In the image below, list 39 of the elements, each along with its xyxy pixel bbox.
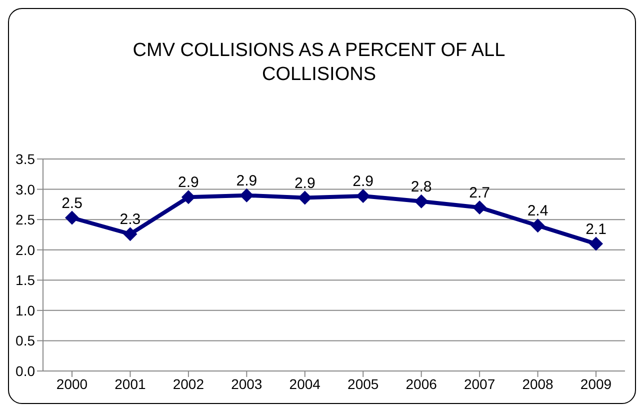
- data-label: 2.9: [178, 174, 199, 192]
- data-label: 2.9: [294, 174, 316, 192]
- point: [589, 236, 603, 251]
- data-label: 2.4: [527, 202, 548, 220]
- y-tick-label: 1.0: [16, 302, 36, 318]
- data-label: 2.3: [120, 211, 141, 228]
- data-label: 2.1: [586, 220, 606, 238]
- x-tick-label: 2007: [464, 376, 496, 392]
- data-label: 2.8: [410, 178, 432, 196]
- point: [298, 190, 312, 205]
- data-label: 2.9: [236, 172, 258, 190]
- point: [181, 190, 196, 204]
- point: [356, 188, 370, 203]
- x-tick-label: 2008: [522, 376, 554, 392]
- y-tick-label: 0.0: [16, 362, 36, 379]
- y-tick-label: 1.5: [16, 272, 36, 288]
- x-tick-label: 2009: [580, 376, 612, 392]
- x-tick-label: 2004: [289, 376, 321, 392]
- data-label: 2.7: [469, 184, 490, 202]
- chart-title: CMV COLLISIONS AS A PERCENT OF ALL COLLISIONS: [132, 39, 506, 87]
- x-tick-label: 2001: [114, 376, 146, 392]
- data-label: 2.9: [352, 172, 374, 190]
- y-tick-label: 2.5: [16, 212, 36, 228]
- x-tick-label: 2002: [172, 376, 204, 392]
- point: [472, 200, 487, 214]
- x-tick-label: 2005: [348, 376, 379, 392]
- point: [123, 227, 138, 242]
- point: [240, 188, 254, 202]
- y-tick-label: 3.5: [16, 150, 36, 167]
- x-tick-label: 2000: [56, 376, 88, 392]
- x-tick-label: 2003: [231, 376, 262, 392]
- point: [65, 210, 79, 225]
- x-tick-label: 2006: [406, 376, 438, 392]
- point: [414, 194, 428, 208]
- data-label: 2.5: [62, 194, 82, 212]
- point: [530, 218, 545, 233]
- y-tick-label: 2.0: [16, 242, 36, 258]
- y-tick-label: 3.0: [16, 181, 36, 198]
- y-tick-label: 0.5: [16, 332, 36, 349]
